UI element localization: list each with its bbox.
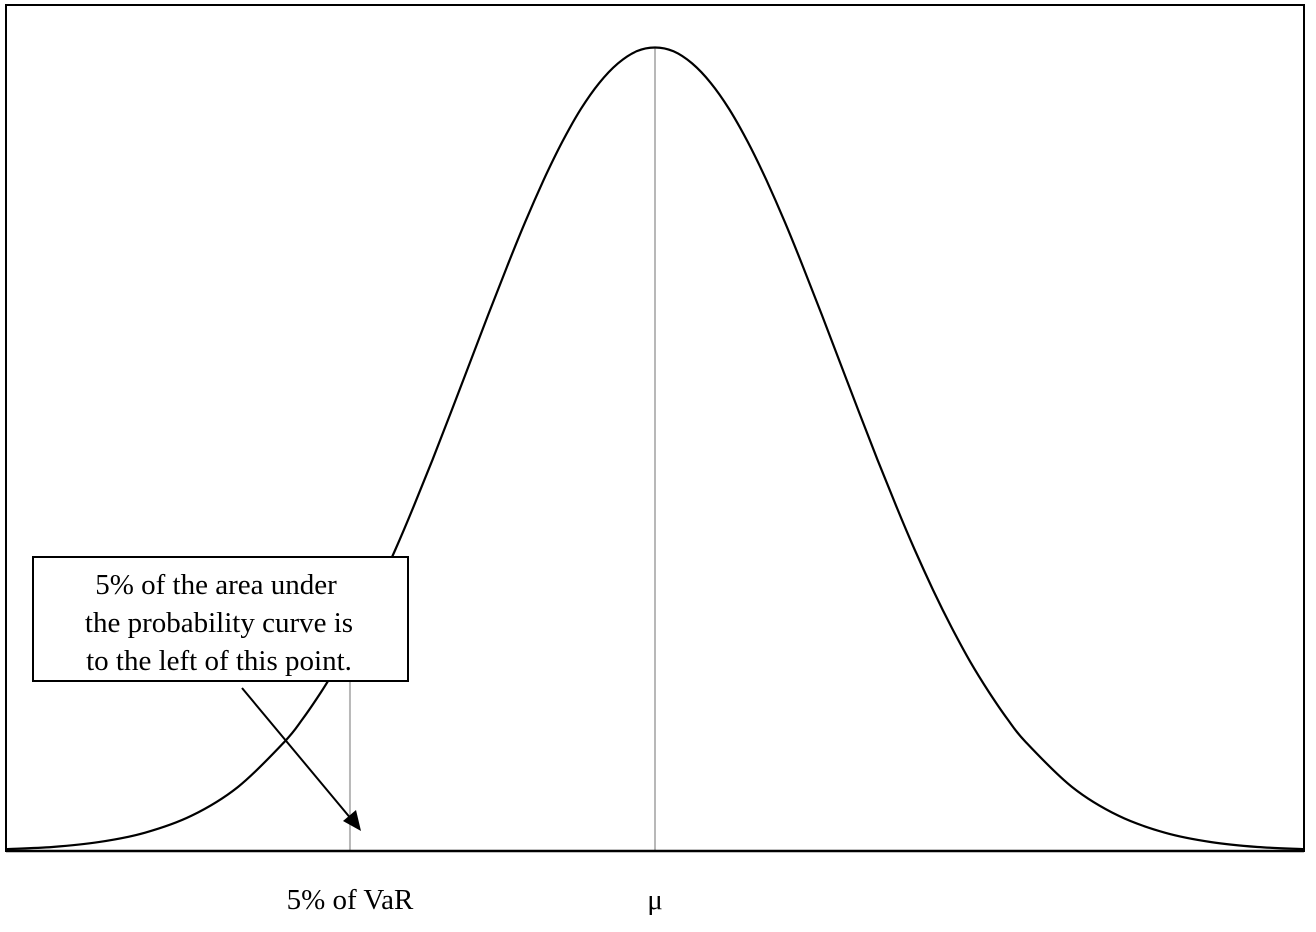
annotation-box (32, 556, 409, 682)
annotation-arrow-line (241, 687, 353, 821)
annotation-line-2: the probability curve is (85, 607, 353, 639)
var-tick-label: 5% of VaR (287, 884, 414, 916)
annotation-arrow-head (343, 810, 361, 831)
annotation-line-1: 5% of the area under (95, 569, 337, 601)
mean-tick-label: μ (647, 884, 663, 916)
annotation-line-3: to the left of this point. (86, 645, 352, 677)
